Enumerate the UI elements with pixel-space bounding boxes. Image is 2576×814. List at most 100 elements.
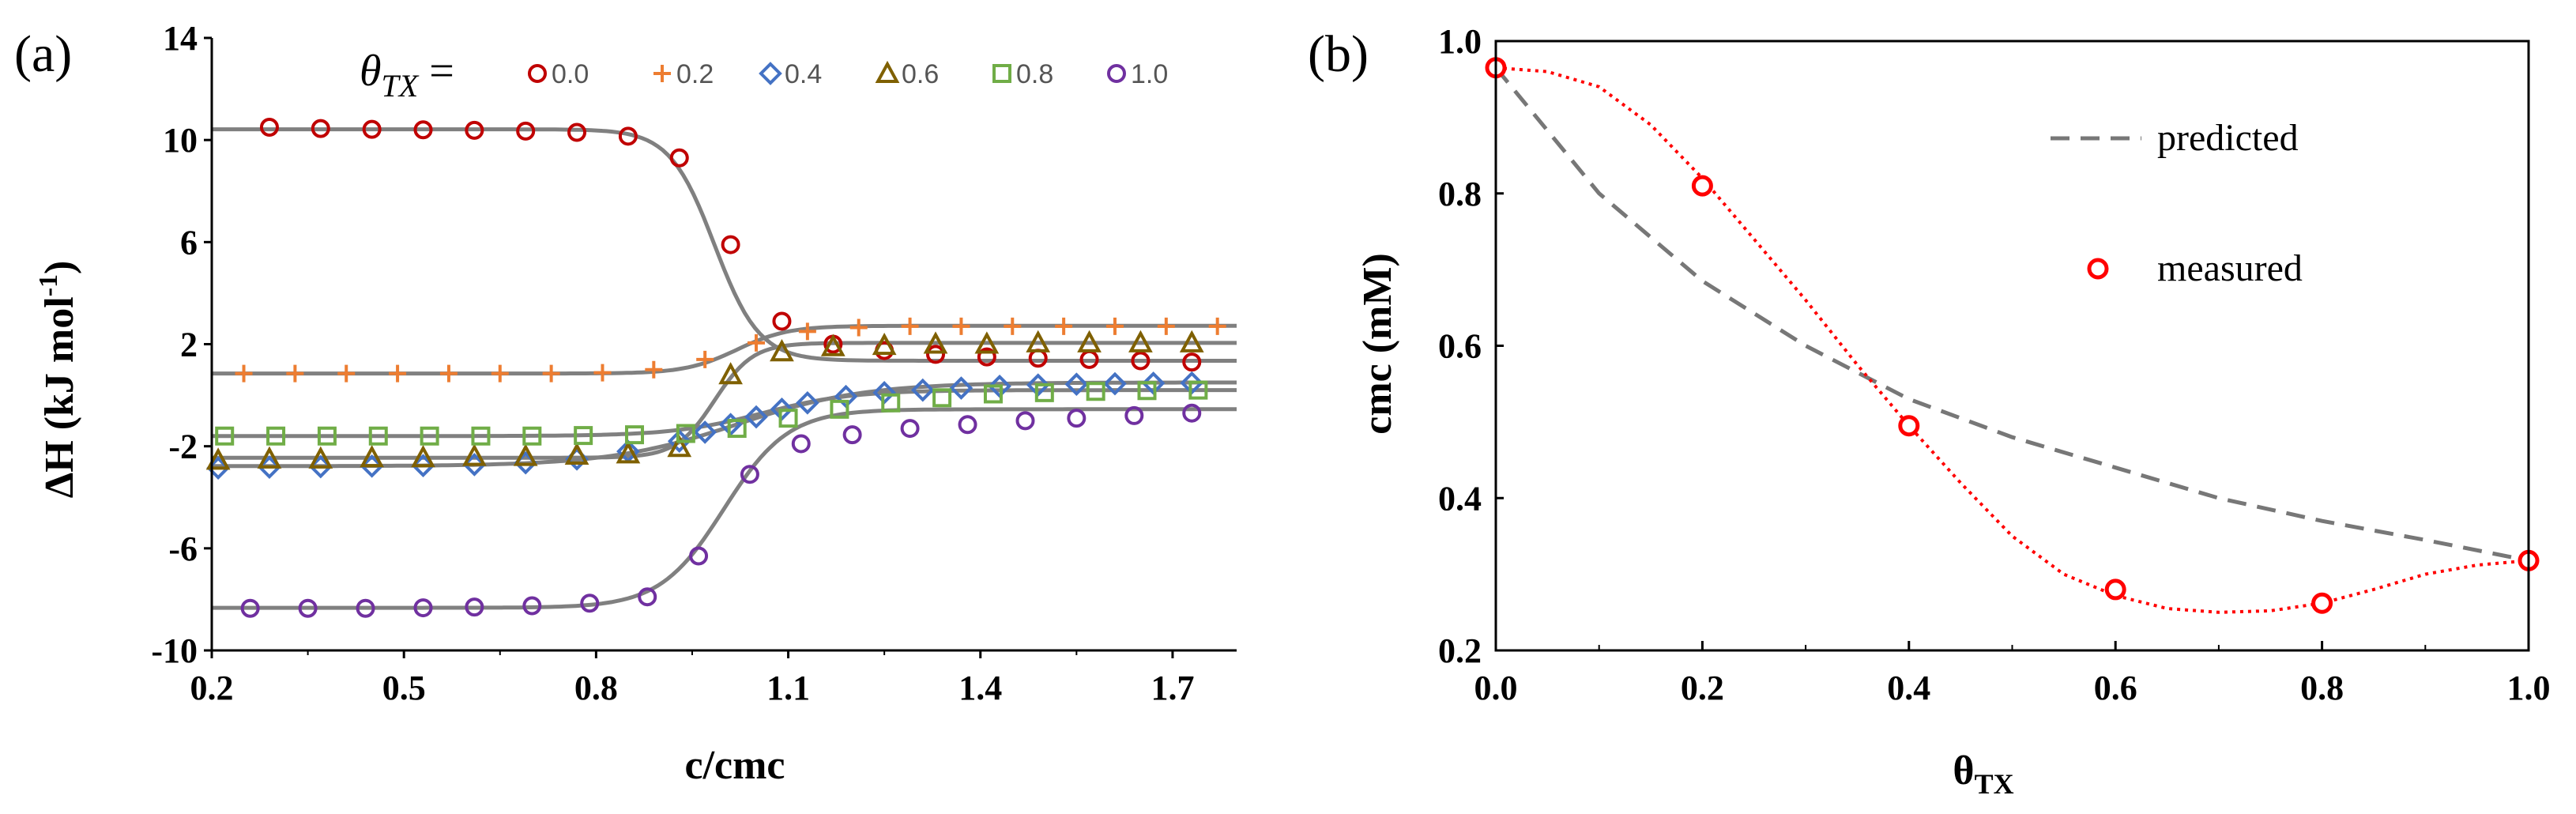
data-point-0.6 (616, 441, 641, 464)
panel-a-ylabel-main: ΔH (kJ mol (37, 296, 82, 498)
data-point-0.6 (513, 443, 538, 466)
data-point-0.0 (362, 119, 382, 139)
panel-b-frame (1494, 40, 2530, 652)
data-point-0.4 (693, 420, 717, 444)
panel-a-xtick-label: 0.8 (574, 669, 618, 707)
panel-b-ytick-label: 0.6 (1438, 327, 1482, 366)
data-point-1.0 (958, 415, 977, 435)
panel-label-a: (a) (14, 25, 72, 83)
legend-measured-marker (2087, 258, 2109, 280)
data-point-0.6 (667, 435, 692, 458)
data-point-0.0 (1028, 349, 1048, 368)
fit-curve-1.0 (212, 407, 1237, 610)
data-point-0.2 (491, 364, 509, 383)
data-point-0.8 (574, 426, 593, 446)
measured-fit-line (1495, 66, 2529, 614)
data-point-0.8 (368, 426, 388, 446)
panel-a-ylabel: ΔH (kJ mol-1) (34, 261, 82, 499)
data-point-0.4 (1064, 372, 1089, 397)
panel-a-xlabel: c/cmc (684, 743, 785, 788)
legend-label-0.8: 0.8 (1016, 59, 1053, 89)
data-point-0.4 (744, 405, 768, 429)
data-point-0.0 (721, 235, 740, 254)
panel-b-xlabel: θTX (1953, 748, 2013, 800)
data-point-0.6 (360, 445, 385, 468)
data-point-0.2 (286, 364, 304, 383)
data-point-0.6 (411, 445, 435, 468)
data-point-0.8 (266, 426, 286, 446)
panel-a-ytick-label: -10 (151, 631, 198, 670)
data-point-0.6 (1128, 330, 1153, 352)
panel-b-xtick-label: 0.4 (1887, 669, 1930, 707)
data-point-1.0 (413, 598, 433, 618)
panel-b-xtick-label: 1.0 (2507, 669, 2551, 707)
data-point-0.8 (1034, 383, 1054, 402)
data-point-1.0 (791, 434, 811, 454)
legend-marker-0.6 (875, 60, 900, 83)
data-point-0.2 (439, 364, 458, 383)
data-point-0.6 (1077, 330, 1102, 352)
panel-a-chart: -10 -6 -2 2 6 10 14 0.2 0.5 0.8 1.1 1.4 1.7 ΔH (kJ m… (34, 19, 1237, 788)
data-point-0.8 (932, 388, 952, 408)
data-point-0.2 (235, 364, 253, 383)
data-point-1.0 (900, 419, 920, 439)
data-point-0.6 (872, 332, 897, 356)
data-point-0.0 (465, 120, 484, 140)
data-point-0.4 (796, 390, 819, 415)
measured-point (2311, 592, 2333, 614)
data-point-0.4 (949, 376, 974, 400)
data-point-0.6 (308, 446, 333, 469)
data-point-0.2 (1055, 317, 1073, 335)
panel-a-xtick-label: 1.4 (958, 669, 1002, 707)
panel-b-xtick-label: 0.0 (1474, 669, 1518, 707)
data-point-1.0 (1015, 411, 1035, 431)
data-point-0.2 (798, 322, 816, 341)
data-point-0.8 (830, 399, 849, 419)
panel-b-ylabel: cmc (mM) (1355, 253, 1400, 435)
panel-a-ytick-label: -6 (168, 529, 198, 568)
data-point-0.6 (923, 331, 948, 354)
measured-point (2104, 578, 2126, 601)
data-point-0.2 (748, 334, 766, 352)
data-point-1.0 (1124, 405, 1144, 425)
data-point-1.0 (298, 598, 318, 618)
data-point-0.0 (669, 148, 689, 168)
data-point-0.6 (718, 362, 743, 385)
legend-marker-0.0 (528, 64, 547, 83)
data-point-0.0 (926, 345, 946, 364)
panel-a-ytick-label: 10 (163, 121, 198, 160)
data-point-1.0 (580, 594, 600, 613)
panel-a-ytick-label: 2 (180, 326, 198, 364)
data-point-0.6 (820, 334, 845, 356)
data-point-1.0 (689, 546, 709, 566)
panel-b-chart: 0.20.40.60.81.00.0 0.2 0.4 0.6 0.8 1.0 cmc (m… (1355, 22, 2551, 800)
legend-label-0.6: 0.6 (902, 59, 939, 89)
data-point-0.2 (952, 317, 970, 335)
panel-b-ytick-label: 0.8 (1438, 175, 1482, 213)
panel-a-ylabel-end: ) (37, 261, 82, 274)
data-point-0.6 (461, 443, 487, 466)
fit-curve-0.6 (212, 341, 1237, 460)
data-point-0.8 (625, 425, 645, 445)
legend-label-0.0: 0.0 (552, 59, 589, 89)
data-point-0.0 (1182, 352, 1202, 372)
panel-b-ytick-label: 1.0 (1438, 22, 1482, 61)
panel-a-ytick-label: -2 (168, 428, 198, 466)
panel-a-ylabel-sup: -1 (34, 274, 63, 296)
legend-predicted-label: predicted (2157, 117, 2299, 159)
data-point-0.6 (1179, 330, 1204, 352)
data-point-0.4 (667, 429, 691, 454)
data-point-0.8 (522, 426, 542, 446)
panel-b-ytick-label: 0.4 (1438, 479, 1482, 518)
data-point-0.8 (778, 409, 798, 428)
legend-marker-1.0 (1107, 64, 1126, 83)
panel-b-legend: predicted measured (2051, 117, 2303, 289)
panel-b-xlabel-sub: TX (1975, 768, 2014, 800)
panel-b-xtick-label: 0.6 (2094, 669, 2137, 707)
data-point-0.2 (542, 364, 560, 383)
data-point-1.0 (240, 598, 260, 618)
data-point-0.0 (259, 118, 279, 138)
legend-marker-0.8 (992, 64, 1011, 83)
data-point-0.2 (1157, 317, 1175, 335)
